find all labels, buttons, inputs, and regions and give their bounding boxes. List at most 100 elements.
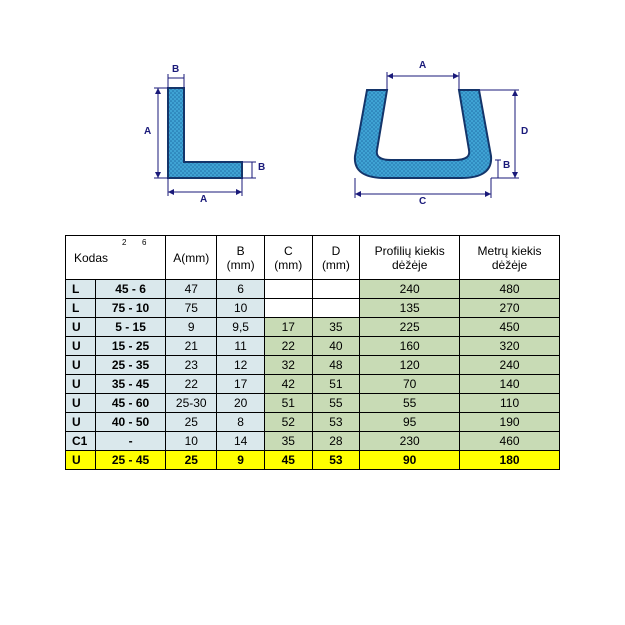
cell: 5 - 15 <box>95 318 165 337</box>
cell: 40 - 50 <box>95 413 165 432</box>
spec-table: 2 6 Kodas A(mm) B (mm) C (mm) D (mm) Pro… <box>65 235 560 470</box>
cell: 40 <box>312 337 360 356</box>
cell: 51 <box>264 394 312 413</box>
cell: 12 <box>217 356 265 375</box>
l-shape-icon <box>120 70 280 210</box>
cell: C1 <box>66 432 96 451</box>
cell: 25-30 <box>166 394 217 413</box>
cell: 25 - 35 <box>95 356 165 375</box>
cell: 9,5 <box>217 318 265 337</box>
cell: 135 <box>360 299 460 318</box>
table-row: U45 - 6025-3020515555110 <box>66 394 560 413</box>
cell: 45 - 60 <box>95 394 165 413</box>
table-row: U25 - 45259455390180 <box>66 451 560 470</box>
cell: 28 <box>312 432 360 451</box>
cell: L <box>66 299 96 318</box>
cell: 25 <box>166 413 217 432</box>
cell: 53 <box>312 413 360 432</box>
u-label-d: D <box>521 126 528 137</box>
u-profile-diagram: A C D B <box>325 60 545 210</box>
cell: 45 <box>264 451 312 470</box>
cell: 480 <box>460 280 560 299</box>
col-d: D (mm) <box>312 236 360 280</box>
table-header-row: 2 6 Kodas A(mm) B (mm) C (mm) D (mm) Pro… <box>66 236 560 280</box>
cell: 25 - 45 <box>95 451 165 470</box>
cell: 20 <box>217 394 265 413</box>
table-row: C1-10143528230460 <box>66 432 560 451</box>
cell: 23 <box>166 356 217 375</box>
cell: 55 <box>312 394 360 413</box>
u-label-a: A <box>419 60 426 71</box>
cell: 120 <box>360 356 460 375</box>
cell: U <box>66 356 96 375</box>
cell: 35 - 45 <box>95 375 165 394</box>
table-row: L75 - 107510135270 <box>66 299 560 318</box>
cell: 21 <box>166 337 217 356</box>
spec-table-wrap: 2 6 Kodas A(mm) B (mm) C (mm) D (mm) Pro… <box>65 235 560 470</box>
col-profiliu: Profilių kiekis dėžėje <box>360 236 460 280</box>
cell: 25 <box>166 451 217 470</box>
cell: 270 <box>460 299 560 318</box>
cell: 11 <box>217 337 265 356</box>
cell: 70 <box>360 375 460 394</box>
cell: 47 <box>166 280 217 299</box>
kodas-label: Kodas <box>74 251 108 265</box>
cell: 160 <box>360 337 460 356</box>
col-a: A(mm) <box>166 236 217 280</box>
cell: 52 <box>264 413 312 432</box>
cell: 10 <box>166 432 217 451</box>
table-row: U35 - 452217425170140 <box>66 375 560 394</box>
cell: 22 <box>166 375 217 394</box>
cell: U <box>66 451 96 470</box>
cell: U <box>66 394 96 413</box>
cell <box>264 299 312 318</box>
cell: 75 <box>166 299 217 318</box>
cell: 35 <box>264 432 312 451</box>
table-body: L45 - 6476240480L75 - 107510135270U5 - 1… <box>66 280 560 470</box>
l-label-b-top: B <box>172 64 179 75</box>
cell: 45 - 6 <box>95 280 165 299</box>
cell <box>264 280 312 299</box>
col-c: C (mm) <box>264 236 312 280</box>
cell: - <box>95 432 165 451</box>
l-label-b-right: B <box>258 162 265 173</box>
cell: 32 <box>264 356 312 375</box>
col-b: B (mm) <box>217 236 265 280</box>
cell: 240 <box>460 356 560 375</box>
cell: 55 <box>360 394 460 413</box>
cell: 140 <box>460 375 560 394</box>
col-kodas: 2 6 Kodas <box>66 236 166 280</box>
table-row: U15 - 2521112240160320 <box>66 337 560 356</box>
cell: 6 <box>217 280 265 299</box>
cell: 17 <box>217 375 265 394</box>
table-row: U25 - 3523123248120240 <box>66 356 560 375</box>
u-label-c: C <box>419 196 426 207</box>
sup-6: 6 <box>142 238 146 247</box>
u-label-b: B <box>503 160 510 171</box>
cell: U <box>66 413 96 432</box>
cell: 17 <box>264 318 312 337</box>
l-label-a-vert: A <box>144 126 151 137</box>
cell: 320 <box>460 337 560 356</box>
cell: U <box>66 337 96 356</box>
cell: 240 <box>360 280 460 299</box>
cell: 53 <box>312 451 360 470</box>
u-shape-icon <box>325 60 545 210</box>
cell: L <box>66 280 96 299</box>
cell <box>312 280 360 299</box>
cell: 10 <box>217 299 265 318</box>
cell: 225 <box>360 318 460 337</box>
table-row: L45 - 6476 240480 <box>66 280 560 299</box>
l-profile-diagram: A A B B <box>120 70 280 210</box>
cell: U <box>66 318 96 337</box>
diagrams-area: A A B B <box>80 50 545 215</box>
cell: 35 <box>312 318 360 337</box>
cell: 110 <box>460 394 560 413</box>
cell: 90 <box>360 451 460 470</box>
cell: 8 <box>217 413 265 432</box>
cell: 450 <box>460 318 560 337</box>
cell: 230 <box>360 432 460 451</box>
cell: 14 <box>217 432 265 451</box>
canvas: A A B B <box>0 0 625 625</box>
cell: 51 <box>312 375 360 394</box>
